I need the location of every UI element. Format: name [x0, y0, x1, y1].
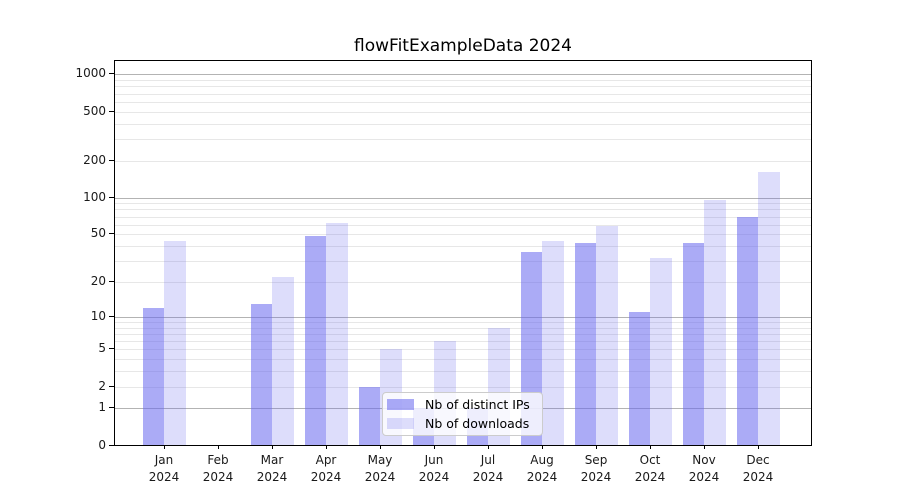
gridline — [115, 80, 811, 81]
gridline — [115, 111, 811, 113]
y-tick-mark — [109, 385, 114, 387]
legend: Nb of distinct IPs Nb of downloads — [382, 392, 543, 436]
x-tick-mark — [218, 445, 219, 449]
gridline — [115, 234, 811, 236]
bar-nov-distinct-ips — [682, 243, 704, 445]
legend-item-distinct-ips: Nb of distinct IPs — [387, 397, 542, 412]
y-tick-mark — [109, 444, 114, 446]
gridline — [115, 197, 811, 199]
y-tick-label: 50 — [90, 226, 106, 241]
gridline — [115, 138, 811, 140]
y-tick-label: 10 — [90, 308, 106, 323]
y-tick-label: 0 — [98, 437, 106, 452]
legend-label-downloads: Nb of downloads — [425, 416, 530, 431]
y-tick-mark — [109, 159, 114, 161]
x-tick-label-dec: Dec 2024 — [742, 453, 774, 484]
gridline — [115, 86, 811, 88]
x-tick-mark — [272, 445, 273, 449]
gridline — [115, 224, 811, 226]
gridline — [115, 74, 811, 76]
x-tick-label-aug: Aug 2024 — [526, 453, 558, 484]
bar-dec-downloads — [758, 171, 780, 445]
gridline — [115, 327, 811, 329]
gridline — [115, 203, 811, 205]
gridline — [115, 160, 811, 162]
bar-dec-distinct-ips — [736, 217, 758, 445]
y-tick-label: 20 — [90, 273, 106, 288]
gridline — [115, 321, 811, 323]
x-tick-mark — [164, 445, 165, 449]
x-tick-mark — [758, 445, 759, 449]
bar-aug-downloads — [542, 241, 564, 445]
gridline — [115, 371, 811, 372]
x-tick-label-jun: Jun 2024 — [418, 453, 450, 484]
bar-sep-downloads — [596, 225, 618, 445]
gridline — [115, 316, 811, 318]
y-tick-label: 1 — [98, 400, 106, 415]
y-tick-mark — [109, 315, 114, 317]
gridline — [115, 209, 811, 211]
bar-oct-distinct-ips — [628, 312, 650, 445]
x-tick-label-jul: Jul 2024 — [472, 453, 504, 484]
x-tick-mark — [704, 445, 705, 449]
bar-mar-distinct-ips — [250, 303, 272, 445]
y-tick-mark — [109, 280, 114, 282]
x-tick-label-sep: Sep 2024 — [580, 453, 612, 484]
gridline — [115, 93, 811, 95]
gridline — [115, 333, 811, 335]
gridline — [115, 359, 811, 360]
gridline — [115, 261, 811, 262]
y-tick-label: 2 — [98, 378, 106, 393]
x-tick-mark — [488, 445, 489, 449]
y-tick-label: 5 — [98, 341, 106, 356]
legend-swatch-downloads-icon — [387, 418, 414, 429]
gridline — [115, 123, 811, 125]
x-tick-label-oct: Oct 2024 — [634, 453, 666, 484]
bar-jan-distinct-ips — [142, 307, 164, 445]
y-tick-mark — [109, 196, 114, 198]
x-tick-mark — [650, 445, 651, 449]
chart-title: flowFitExampleData 2024 — [354, 36, 572, 56]
x-tick-mark — [326, 445, 327, 449]
gridline — [115, 246, 811, 247]
y-tick-mark — [109, 407, 114, 409]
x-tick-label-mar: Mar 2024 — [256, 453, 288, 484]
y-tick-label: 200 — [83, 152, 106, 167]
bar-apr-distinct-ips — [304, 236, 326, 445]
x-tick-label-jan: Jan 2024 — [148, 453, 180, 484]
y-tick-mark — [109, 348, 114, 350]
legend-item-downloads: Nb of downloads — [387, 416, 542, 431]
y-tick-mark — [109, 73, 114, 75]
bar-apr-downloads — [326, 222, 348, 445]
x-tick-label-feb: Feb 2024 — [202, 453, 234, 484]
gridline — [115, 281, 811, 283]
gridline — [115, 216, 811, 218]
gridline — [115, 386, 811, 388]
bar-jan-downloads — [164, 241, 186, 445]
gridline — [115, 101, 811, 103]
y-tick-mark — [109, 110, 114, 112]
legend-label-distinct-ips: Nb of distinct IPs — [425, 397, 530, 412]
x-tick-mark — [380, 445, 381, 449]
y-tick-label: 100 — [83, 189, 106, 204]
bar-oct-downloads — [650, 257, 672, 445]
y-tick-label: 1000 — [75, 66, 106, 81]
bar-mar-downloads — [272, 277, 294, 445]
x-tick-mark — [596, 445, 597, 449]
bar-may-distinct-ips — [358, 386, 380, 445]
y-tick-mark — [109, 233, 114, 235]
x-tick-label-nov: Nov 2024 — [688, 453, 720, 484]
gridline — [115, 349, 811, 351]
x-tick-label-may: May 2024 — [364, 453, 396, 484]
bar-sep-distinct-ips — [574, 243, 596, 445]
legend-swatch-distinct-ips-icon — [387, 399, 414, 410]
x-tick-mark — [434, 445, 435, 449]
y-tick-label: 500 — [83, 103, 106, 118]
x-tick-label-apr: Apr 2024 — [310, 453, 342, 484]
bar-nov-downloads — [704, 200, 726, 445]
plot-area: Nb of distinct IPs Nb of downloads — [114, 60, 812, 446]
x-tick-mark — [542, 445, 543, 449]
gridline — [115, 341, 811, 342]
